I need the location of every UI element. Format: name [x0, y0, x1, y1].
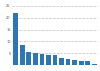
- Bar: [14, 13, 18, 65]
- Bar: [92, 64, 96, 65]
- Bar: [46, 55, 51, 65]
- Bar: [20, 45, 25, 65]
- Bar: [59, 58, 64, 65]
- Bar: [85, 61, 90, 65]
- Bar: [26, 52, 31, 65]
- Bar: [53, 55, 57, 65]
- Bar: [79, 61, 84, 65]
- Bar: [33, 53, 38, 65]
- Bar: [40, 54, 44, 65]
- Bar: [72, 60, 77, 65]
- Bar: [66, 59, 70, 65]
